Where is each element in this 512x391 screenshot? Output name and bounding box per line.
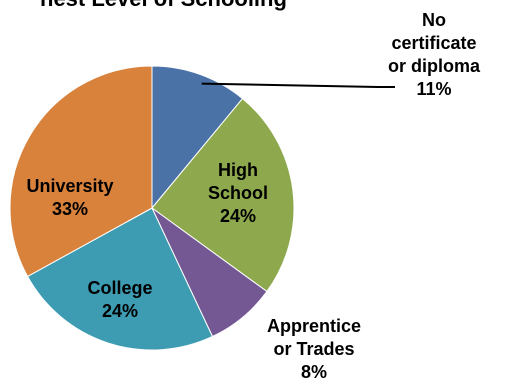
leader-line (201, 82, 395, 88)
slice-category-label: High (218, 160, 258, 180)
slice-category-label: or Trades (273, 339, 354, 359)
slice-percent-label: 24% (102, 301, 138, 321)
slice-percent-label: 11% (416, 79, 451, 99)
leader-lines (201, 82, 395, 88)
slice-category-label: or diploma (388, 56, 481, 76)
slice-percent-label: 33% (52, 199, 88, 219)
slice-category-label: certificate (391, 33, 476, 53)
pie-slices (9, 65, 295, 351)
slice-category-label: College (87, 278, 152, 298)
slice-category-label: No (422, 10, 446, 30)
pie-slice (151, 97, 295, 293)
slice-percent-label: 8% (301, 362, 327, 382)
slice-labels: No certificate or diploma 11% High School 24% A… (26, 10, 481, 382)
slice-category-label: Apprentice (267, 316, 361, 336)
pie-slice (26, 207, 214, 351)
chart-title: hest Level of Schooling (40, 0, 287, 11)
pie-slice (9, 65, 153, 278)
pie-slice (151, 65, 244, 210)
slice-category-label: University (26, 176, 113, 196)
slice-category-label: School (208, 183, 268, 203)
slice-percent-label: 24% (220, 206, 256, 226)
